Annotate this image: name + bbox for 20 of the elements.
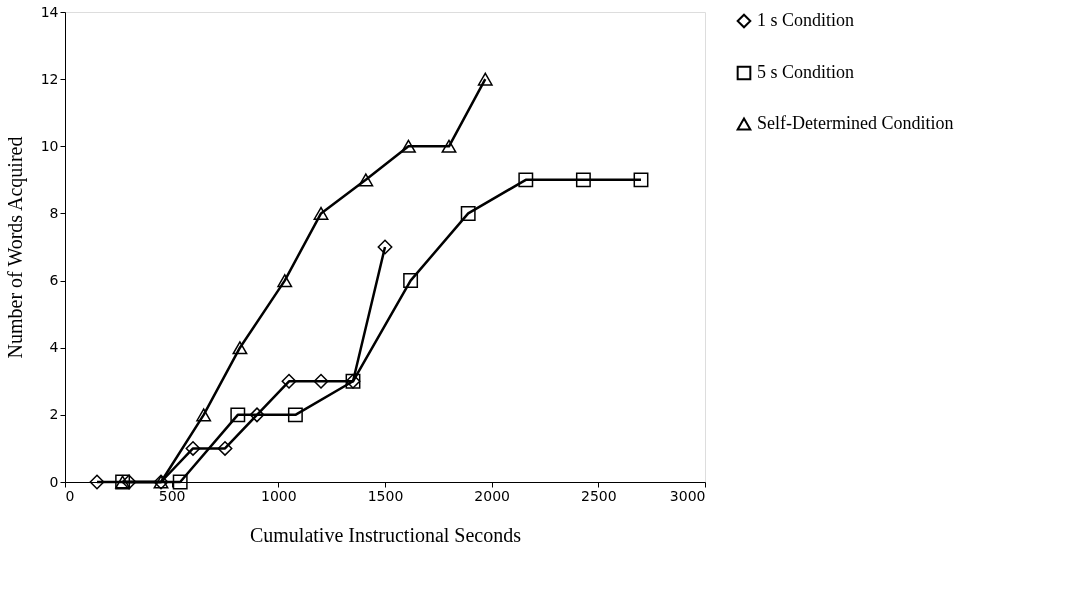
y-axis-title: Number of Words Acquired bbox=[3, 136, 27, 359]
y-tick-label: 8 bbox=[49, 204, 59, 221]
y-tick-label: 0 bbox=[49, 473, 59, 490]
y-tick-label: 12 bbox=[40, 70, 59, 87]
x-tick-label: 3000 bbox=[669, 487, 706, 504]
x-tick-label: 1000 bbox=[261, 487, 297, 504]
x-tick-label: 2500 bbox=[581, 487, 617, 504]
y-tick-label: 6 bbox=[49, 272, 59, 289]
x-axis-title: Cumulative Instructional Seconds bbox=[249, 523, 522, 546]
legend-label: 5 s Condition bbox=[757, 62, 855, 82]
y-tick-label: 4 bbox=[49, 339, 59, 356]
y-tick-label: 14 bbox=[40, 3, 59, 20]
x-tick-label: 500 bbox=[158, 487, 186, 504]
x-tick-label: 1500 bbox=[367, 487, 404, 504]
legend-label: Self-Determined Condition bbox=[757, 113, 954, 133]
x-tick-label: 2000 bbox=[474, 487, 510, 504]
y-tick-label: 2 bbox=[49, 406, 59, 423]
y-tick-label: 10 bbox=[40, 137, 59, 154]
legend-label: 1 s Condition bbox=[757, 10, 855, 30]
x-tick-label: 0 bbox=[65, 487, 75, 504]
